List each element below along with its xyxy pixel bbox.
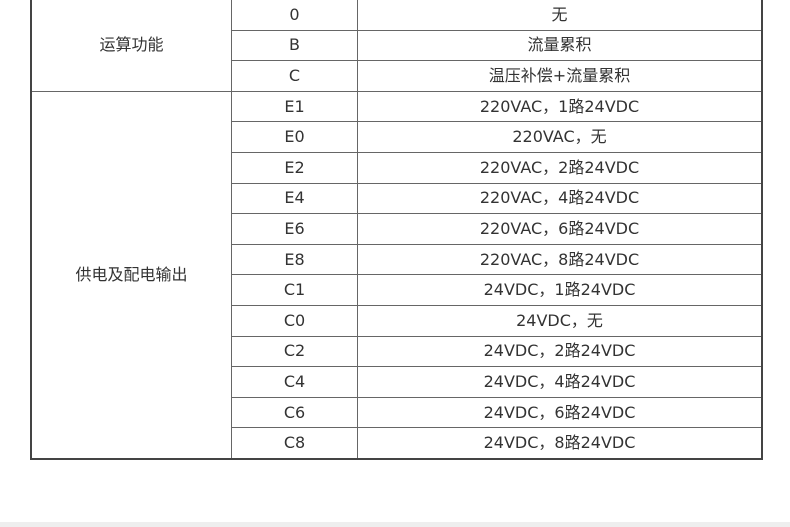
description-cell: 24VDC，无 [357,304,763,337]
code-cell: E8 [231,243,358,276]
table-row: E2 220VAC，2路24VDC [31,151,763,184]
table-row: C4 24VDC，4路24VDC [31,366,763,398]
code-cell: C0 [231,304,358,337]
code-cell: C8 [231,427,358,460]
code-cell: E2 [231,151,358,184]
description-cell: 温压补偿+流量累积 [357,60,763,92]
table-row: E0 220VAC，无 [31,121,763,153]
description-cell: 24VDC，4路24VDC [357,366,763,398]
description-cell: 24VDC，2路24VDC [357,335,763,368]
code-cell: C4 [231,366,358,398]
table-row: C6 24VDC，6路24VDC [31,396,763,429]
description-cell: 24VDC，8路24VDC [357,427,763,460]
code-cell: C [231,60,358,92]
description-cell: 220VAC，6路24VDC [357,213,763,245]
code-cell: E6 [231,213,358,245]
description-cell: 220VAC，2路24VDC [357,151,763,184]
code-cell: E1 [231,90,358,123]
description-cell: 无 [357,0,763,31]
description-cell: 220VAC，8路24VDC [357,243,763,276]
page-bottom-strip [0,522,790,527]
code-cell: C2 [231,335,358,368]
group-label: 供电及配电输出 [30,90,232,460]
table-row: E4 220VAC，4路24VDC [31,182,763,215]
spec-table: 运算功能 0 无 B 流量累积 C 温压补偿+流量累积 供电及配电输出 E1 220VAC，1路2… [30,0,763,460]
table-row: C2 24VDC，2路24VDC [31,335,763,368]
table-row: E6 220VAC，6路24VDC [31,213,763,245]
table-row: 运算功能 0 无 [30,0,763,92]
table-row: C 温压补偿+流量累积 [31,60,763,92]
description-cell: 24VDC，1路24VDC [357,274,763,306]
code-cell: C6 [231,396,358,429]
code-cell: E4 [231,182,358,215]
table-row: C8 24VDC，8路24VDC [31,427,763,460]
code-cell: B [231,29,358,62]
group-label: 运算功能 [30,0,232,92]
description-cell: 220VAC，无 [357,121,763,153]
code-cell: E0 [231,121,358,153]
code-cell: C1 [231,274,358,306]
code-cell: 0 [231,0,358,31]
description-cell: 流量累积 [357,29,763,62]
description-cell: 220VAC，1路24VDC [357,90,763,123]
description-cell: 24VDC，6路24VDC [357,396,763,429]
table-row: C1 24VDC，1路24VDC [31,274,763,306]
table-row: C0 24VDC，无 [31,304,763,337]
description-cell: 220VAC，4路24VDC [357,182,763,215]
table-row: 供电及配电输出 E1 220VAC，1路24VDC [30,90,763,460]
